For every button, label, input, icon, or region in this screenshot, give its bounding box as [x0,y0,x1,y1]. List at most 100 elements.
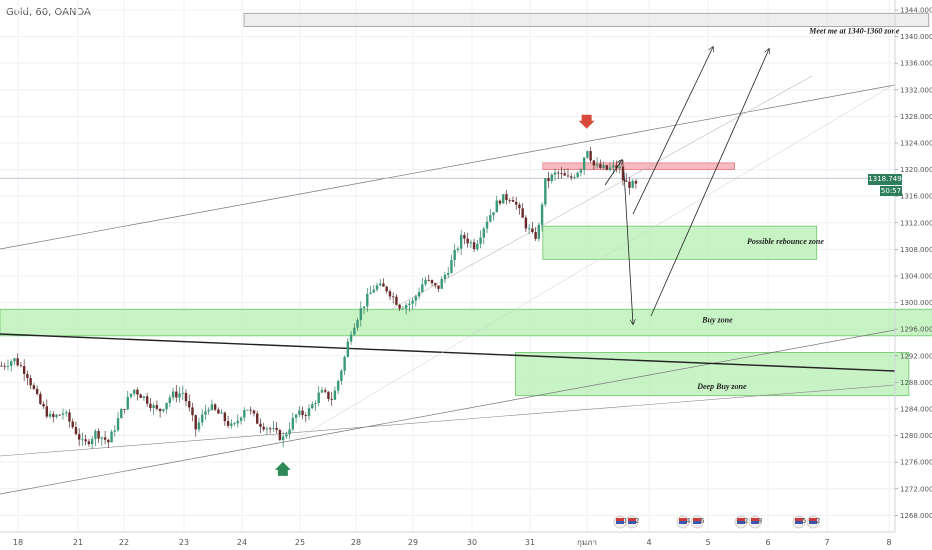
candle-body [349,334,353,342]
candle-body [217,409,220,414]
candle-body [149,403,152,409]
annotation-2: Buy zone [701,316,733,325]
candle-body [301,410,304,416]
candle-body [505,194,508,201]
candle-body [605,165,609,170]
candle-body [495,200,498,213]
annotation-1: Possible rebounce zone [747,237,824,246]
candle-body [586,151,589,158]
event-label: 2 [635,517,639,525]
candle-body [531,228,534,233]
candle-body [557,172,560,174]
candle-body [304,415,307,417]
candle-body [133,389,136,394]
candle-body [110,431,113,443]
x-tick-label: 8 [886,538,891,547]
x-tick-label: 22 [119,538,129,547]
candle-body [294,414,298,418]
candle-body [625,180,628,182]
top-zone [243,12,930,28]
candle-body [314,403,317,405]
candle-body [120,408,123,419]
candle-body [612,165,615,168]
candle-body [268,428,272,430]
candle-body [259,423,262,427]
y-tick-label: 1328.000 [900,113,932,121]
candle-body [184,392,188,402]
flag-stripe [809,518,817,521]
x-tick-label: 18 [13,538,23,547]
candle-body [0,365,3,367]
x-tick-label: 28 [351,538,361,547]
candle-body [142,396,146,398]
deep-buy-zone [515,352,910,397]
candle-body [26,373,29,379]
candle-body [391,296,395,298]
candle-body [430,280,434,284]
flag-stripe [679,518,687,521]
candle-body [6,365,10,367]
candle-body [194,415,197,430]
chart-title: Gold, 60, OANDA [6,7,91,18]
candle-body [265,428,269,430]
candle-body [434,283,437,286]
flag-stripe [616,518,624,521]
y-tick-label: 1268.000 [900,512,932,520]
y-tick-label: 1312.000 [900,219,932,227]
y-tick-label: 1296.000 [900,326,932,334]
flag-stripe [751,518,759,521]
candle-body [343,356,346,371]
y-tick-label: 1324.000 [900,139,932,147]
trend-line [0,329,896,495]
candle-body [579,169,583,173]
y-tick-label: 1332.000 [900,86,932,94]
candle-body [285,434,288,437]
candle-body [275,427,278,431]
candle-body [333,390,337,400]
candle-body [256,413,259,424]
x-tick-label: 4 [646,538,651,547]
candle-body [615,165,618,169]
candle-body [472,242,476,250]
candle-body [618,166,621,169]
candle-body [508,200,511,201]
x-tick-label: 25 [295,538,305,547]
candle-body [103,437,107,440]
projection-arrow [632,47,713,215]
candle-body [16,358,19,366]
candle-body [388,291,392,297]
candle-body [152,405,155,409]
y-tick-label: 1320.000 [900,166,932,174]
candle-body [281,436,285,441]
possible-rebounce-zone [542,225,818,260]
countdown-badge: 50:57 [880,186,902,196]
candle-body [359,308,363,321]
candle-body [81,439,84,441]
projection-arrow [650,49,769,317]
flag-stripe [795,518,803,521]
x-tick-label: กุมภา [577,538,597,547]
flag-stripe [679,521,687,524]
x-tick-label: 24 [237,538,247,547]
candle-body [87,441,91,445]
candle-body [634,181,638,184]
candle-body [544,178,547,205]
candle-body [77,434,81,440]
candle-body [366,294,369,307]
candle-body [570,176,573,178]
candle-body [573,177,576,178]
candle-body [107,439,110,443]
candle-body [155,405,159,409]
candle-body [621,166,625,181]
candle-body [379,283,382,286]
candle-body [595,164,599,166]
candle-body [136,389,139,395]
candle-body [459,234,463,249]
candle-body [42,403,45,407]
candle-body [476,243,479,250]
candle-body [560,173,563,174]
event-label: 6 [700,517,705,525]
event-label: 4 [686,517,691,525]
flag-stripe [751,521,759,524]
